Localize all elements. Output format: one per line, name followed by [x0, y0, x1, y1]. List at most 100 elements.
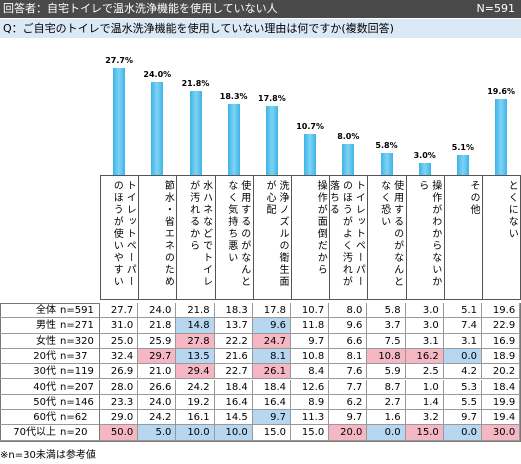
row-n: n=207 [56, 379, 100, 395]
table-cell: 9.7 [443, 410, 482, 426]
table-cell: 24.2 [138, 410, 177, 426]
value-label: 8.0% [337, 132, 360, 142]
table-cell: 18.9 [482, 348, 521, 365]
value-label: 24.0% [143, 70, 172, 80]
value-label: 17.8% [258, 94, 286, 104]
category-label: 節水・省エネのため [138, 175, 178, 300]
table-cell: 30.0 [482, 425, 521, 441]
table-cell: 16.2 [405, 348, 444, 365]
row-n: n=271 [56, 318, 100, 334]
table-cell: 26.6 [138, 379, 177, 395]
table-cell: 14.5 [214, 410, 253, 426]
table-cell: 10.0 [214, 425, 253, 441]
row-n: n=320 [56, 333, 100, 349]
respondents: 回答者：自宅トイレで温水洗浄機能を使用していない人 [3, 2, 278, 15]
table-cell: 18.4 [252, 379, 291, 395]
table-cell: 1.6 [367, 410, 406, 426]
row-label: 70代以上 [0, 425, 56, 441]
row-n: n=119 [56, 364, 100, 380]
table-cell: 21.8 [176, 303, 215, 319]
table-cell: 31.0 [100, 318, 139, 334]
category-label: トイレットペーパーのほうが使いやすい [100, 175, 140, 300]
table-cell: 8.0 [329, 303, 368, 319]
table-cell: 24.2 [176, 379, 215, 395]
category-label: 使用するのがなんとなく恐い [367, 175, 407, 300]
header-bar: 回答者：自宅トイレで温水洗浄機能を使用していない人 N=591 [0, 0, 521, 18]
table-cell: 22.2 [214, 333, 253, 349]
table-cell: 26.9 [100, 364, 139, 380]
table-cell: 15.0 [252, 425, 291, 441]
table-cell: 3.2 [405, 410, 444, 426]
table-cell: 7.6 [329, 364, 368, 380]
row-label: 30代 [0, 364, 56, 380]
row-label: 全体 [0, 303, 56, 319]
table-cell: 22.9 [482, 318, 521, 334]
table-cell: 27.7 [100, 303, 139, 319]
table-cell: 12.6 [291, 379, 330, 395]
table-cell: 5.0 [138, 425, 177, 441]
table-cell: 27.8 [176, 333, 215, 349]
table-cell: 24.0 [138, 394, 177, 411]
table-cell: 15.0 [291, 425, 330, 441]
table-cell: 8.7 [367, 379, 406, 395]
bar [380, 152, 393, 175]
bar [113, 68, 126, 175]
sample-size: N=591 [476, 2, 515, 15]
bar [265, 106, 278, 175]
table-cell: 20.0 [329, 425, 368, 441]
row-n: n=146 [56, 394, 100, 411]
value-label: 5.1% [451, 143, 474, 153]
value-label: 21.8% [181, 78, 210, 88]
table-cell: 23.3 [100, 394, 139, 411]
table-cell: 11.8 [291, 318, 330, 334]
table-cell: 16.4 [252, 394, 291, 411]
table-cell: 22.7 [214, 364, 253, 380]
row-n: n=62 [56, 410, 100, 426]
table-cell: 32.4 [100, 348, 139, 365]
table-cell: 18.4 [482, 379, 521, 395]
table-cell: 0.0 [367, 425, 406, 441]
table-cell: 3.0 [405, 303, 444, 319]
table-cell: 1.0 [405, 379, 444, 395]
table-cell: 21.6 [214, 348, 253, 365]
table-cell: 9.7 [291, 333, 330, 349]
row-label: 女性 [0, 334, 56, 349]
table-cell: 9.7 [329, 410, 368, 426]
category-label: とくにない [482, 175, 521, 300]
row-label: 60代 [0, 410, 56, 426]
category-label: 水ハネなどでトイレが汚れるから [176, 175, 216, 300]
table-cell: 5.9 [367, 364, 406, 380]
bar [151, 82, 164, 175]
table-cell: 5.8 [367, 303, 406, 319]
bar [189, 90, 202, 175]
table-cell: 9.6 [329, 318, 368, 334]
question: Q：ご自宅のトイレで温水洗浄機能を使用していない理由は何ですか(複数回答) [0, 19, 521, 38]
table-cell: 3.0 [405, 318, 444, 334]
row-label: 20代 [0, 349, 56, 365]
table-cell: 26.1 [252, 364, 291, 380]
table-cell: 15.0 [405, 425, 444, 441]
value-label: 18.3% [219, 92, 248, 102]
table-cell: 13.7 [214, 318, 253, 334]
table-cell: 9.7 [252, 410, 291, 426]
category-label: トイレットペーパーのほうがよく汚れが落ちる [327, 175, 369, 300]
bar [342, 144, 355, 175]
table-cell: 1.4 [405, 394, 444, 411]
table-cell: 11.3 [291, 410, 330, 426]
table-cell: 16.9 [482, 333, 521, 349]
table-cell: 4.2 [443, 364, 482, 380]
table-cell: 19.2 [176, 394, 215, 411]
bar [227, 104, 240, 175]
category-label: その他 [443, 175, 483, 300]
bar [418, 163, 431, 175]
row-label: 50代 [0, 395, 56, 411]
table-cell: 2.5 [405, 364, 444, 380]
table-cell: 8.1 [329, 348, 368, 365]
footnote: ※n=30未満は参考値 [0, 450, 96, 461]
table-cell: 2.7 [367, 394, 406, 411]
table-cell: 19.6 [482, 303, 521, 319]
table-cell: 5.3 [443, 379, 482, 395]
bar [456, 155, 469, 175]
table-cell: 0.0 [443, 425, 482, 441]
